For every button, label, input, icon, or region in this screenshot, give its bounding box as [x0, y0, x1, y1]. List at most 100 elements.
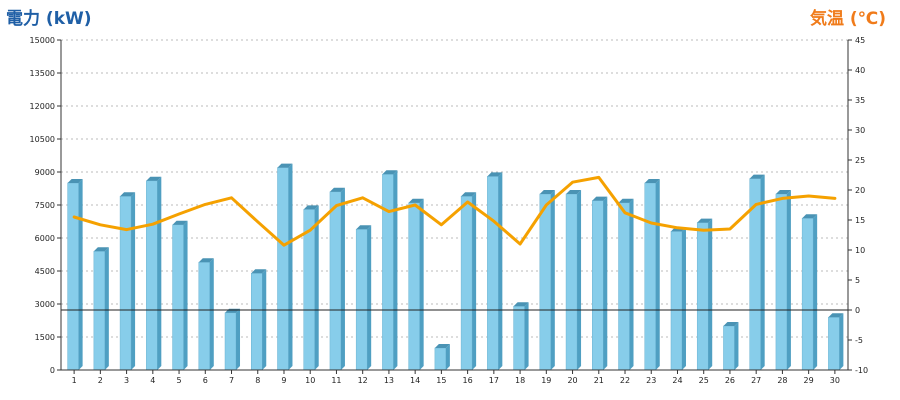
temperature-point	[151, 223, 155, 226]
temperature-point	[807, 194, 810, 198]
bar-top	[303, 205, 319, 210]
left-tick-label: 0	[50, 366, 55, 375]
bar	[539, 190, 555, 371]
bar-front	[329, 191, 342, 371]
bar-top	[146, 176, 162, 181]
bar-front	[513, 305, 525, 371]
bar-front	[723, 325, 735, 371]
x-tick-label: 18	[515, 376, 525, 385]
bar-front	[224, 312, 237, 371]
bar-top	[513, 302, 529, 307]
x-tick-label: 6	[203, 376, 208, 385]
bar-side	[340, 187, 345, 370]
bar-front	[172, 224, 184, 371]
bar-side	[524, 302, 529, 370]
bar-side	[786, 190, 791, 370]
bar-side	[839, 313, 844, 370]
x-tick-label: 8	[255, 376, 260, 385]
temperature-point	[361, 196, 364, 199]
bar-top	[277, 163, 293, 168]
x-tick-label: 22	[620, 376, 630, 385]
temperature-point	[72, 215, 76, 219]
bar	[355, 225, 372, 371]
bar-top	[592, 196, 608, 201]
temperature-point	[177, 212, 181, 216]
bar-top	[382, 170, 398, 175]
left-tick-label: 9000	[35, 168, 55, 177]
right-tick-label: 25	[855, 156, 865, 165]
bar-top	[566, 190, 582, 194]
bar-top	[93, 247, 109, 252]
temperature-point	[754, 203, 758, 206]
bar	[723, 322, 739, 371]
bar-side	[367, 225, 372, 370]
bar-side	[472, 192, 477, 370]
bar-top	[828, 313, 844, 318]
left-tick-label: 4500	[35, 267, 55, 276]
x-tick-label: 16	[463, 376, 473, 385]
x-tick-label: 3	[124, 376, 129, 385]
bar-front	[93, 250, 106, 371]
temperature-point	[440, 223, 443, 226]
bar-side	[104, 247, 109, 370]
left-tick-label: 1500	[35, 333, 55, 342]
bar	[224, 308, 241, 371]
x-tick-label: 21	[594, 376, 604, 385]
bar	[592, 196, 608, 371]
left-tick-label: 3000	[35, 300, 55, 309]
bar-top	[487, 172, 503, 177]
right-tick-label: 10	[855, 246, 865, 255]
bar-front	[539, 193, 552, 371]
temperature-point	[676, 226, 679, 229]
x-tick-label: 4	[150, 376, 155, 385]
temperature-point	[833, 197, 837, 200]
bar	[749, 174, 765, 371]
bar-side	[445, 344, 450, 370]
bar-side	[393, 170, 398, 370]
bar-top	[120, 192, 136, 197]
bar	[198, 258, 214, 371]
temperature-point	[335, 204, 338, 207]
temperature-point	[282, 244, 286, 247]
x-tick-label: 17	[489, 376, 499, 385]
temperature-point	[702, 229, 705, 232]
x-tick-label: 13	[384, 376, 394, 385]
x-tick-label: 28	[777, 376, 787, 385]
bar-front	[487, 176, 499, 371]
bar-front	[618, 202, 630, 371]
x-tick-label: 19	[541, 376, 551, 385]
temperature-point	[597, 176, 600, 179]
x-tick-label: 27	[751, 376, 761, 385]
temperature-point	[518, 242, 522, 246]
x-tick-label: 11	[331, 376, 341, 385]
bar-front	[670, 231, 683, 371]
bar-top	[539, 190, 555, 194]
bar-front	[67, 182, 79, 371]
bar-front	[775, 193, 788, 371]
right-tick-label: 40	[855, 66, 865, 75]
bar-front	[801, 217, 814, 371]
x-tick-label: 12	[358, 376, 368, 385]
bar-top	[749, 174, 765, 179]
temperature-point	[256, 220, 259, 223]
temperature-point	[413, 203, 417, 207]
x-tick-label: 2	[98, 376, 103, 385]
bar	[172, 220, 188, 371]
right-axis-title: 気温 (℃)	[809, 9, 886, 29]
bar	[93, 247, 109, 371]
bar	[828, 313, 844, 371]
x-tick-label: 20	[567, 376, 577, 385]
bar-side	[131, 192, 136, 370]
bar-top	[802, 214, 818, 219]
right-tick-label: 0	[855, 306, 860, 315]
bar	[460, 192, 477, 371]
bar	[251, 269, 267, 371]
temperature-point	[230, 196, 233, 199]
x-tick-label: 29	[804, 376, 814, 385]
bar-side	[419, 198, 424, 370]
left-tick-label: 15000	[30, 36, 55, 45]
bar-side	[629, 198, 634, 370]
bar	[696, 218, 713, 371]
bar-side	[262, 269, 267, 370]
